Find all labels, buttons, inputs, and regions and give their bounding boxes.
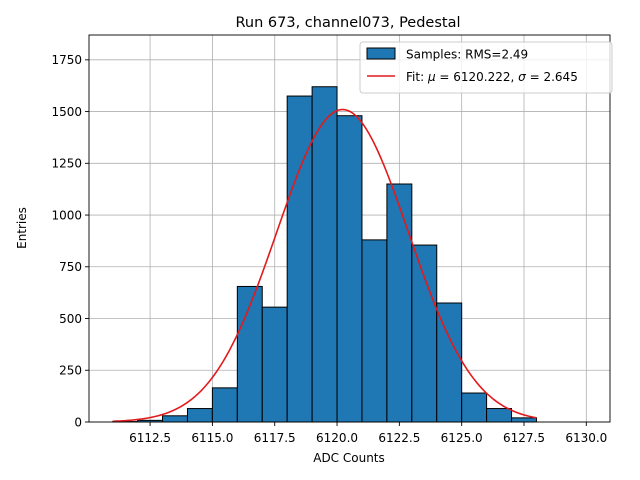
fit-sigma-value: 2.645 [543,70,577,84]
histogram-bar [461,392,488,423]
fit-sigma-symbol: σ [518,70,526,84]
fit-mu-equals: = [436,70,454,84]
histogram-bar [436,302,463,423]
histogram-bar [162,415,188,423]
histogram-bar [361,239,388,423]
x-tick-label: 6130.0 [565,431,607,445]
x-axis-ticks: 6112.5 6115.0 6117.5 6120.0 6122.5 6125.0 6127… [129,422,607,445]
histogram-bars [112,86,537,423]
y-axis-ticks: 0 250 500 750 1000 1250 1500 1750 [51,53,89,429]
histogram-bar [286,95,313,423]
y-tick-label: 250 [59,364,82,378]
legend-label-fit: Fit: μ = 6120.222, σ = 2.645 [406,70,578,84]
x-axis-label: ADC Counts [313,451,385,465]
y-tick-label: 1750 [51,53,82,67]
histogram-bar [486,408,513,423]
legend: Samples: RMS=2.49 Fit: μ = 6120.222, σ =… [359,41,613,94]
plot-frame [88,34,611,423]
histogram-bar [186,408,213,423]
y-tick-label: 500 [59,312,82,326]
fit-label-prefix: Fit: [406,70,428,84]
x-tick-label: 6117.5 [254,431,296,445]
fit-mu-value: 6120.222 [453,70,510,84]
histogram-bar [211,387,238,423]
fit-curve [112,108,537,423]
legend-label-samples: Samples: RMS=2.49 [406,48,528,62]
y-tick-label: 1500 [51,105,82,119]
y-tick-label: 0 [74,415,82,429]
legend-box [359,41,613,94]
x-tick-label: 6115.0 [191,431,233,445]
fit-mu-symbol: μ [427,70,436,84]
y-tick-label: 1250 [51,157,82,171]
legend-swatch-samples [366,47,396,60]
y-tick-label: 750 [59,260,82,274]
histogram-bar [311,86,338,423]
histogram-bar [411,244,438,423]
histogram-bar [336,115,363,423]
histogram-bar [261,306,288,423]
fit-separator: , [511,70,519,84]
histogram-bar [386,183,413,423]
x-tick-label: 6127.5 [503,431,545,445]
fit-sigma-equals: = [526,70,544,84]
x-tick-label: 6120.0 [316,431,358,445]
y-tick-label: 1000 [51,208,82,222]
x-tick-label: 6125.0 [441,431,483,445]
x-tick-label: 6112.5 [129,431,171,445]
histogram-bar [511,417,537,423]
x-tick-label: 6122.5 [378,431,420,445]
chart-title: Run 673, channel073, Pedestal [235,15,460,31]
y-axis-label: Entries [15,207,29,249]
